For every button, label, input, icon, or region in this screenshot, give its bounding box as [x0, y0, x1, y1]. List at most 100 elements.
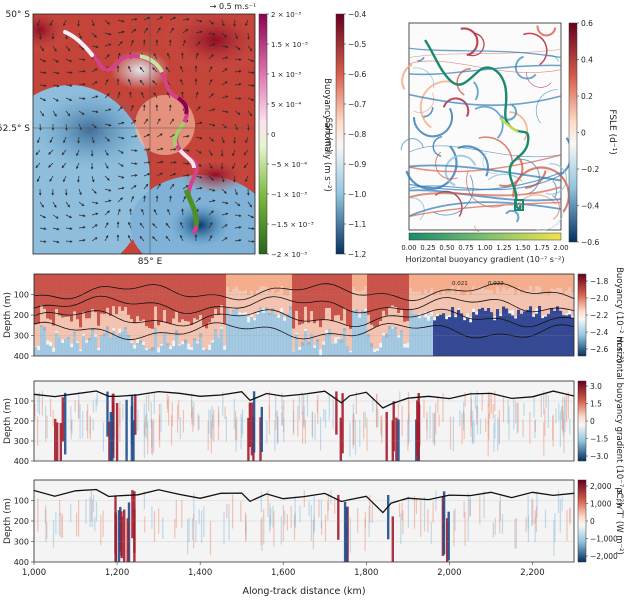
velocity-arrow: [180, 235, 184, 242]
velocity-arrow: [234, 32, 238, 39]
velocity-arrow: [169, 184, 175, 190]
fsle-streak: [408, 189, 562, 202]
fsle-streak: [499, 154, 524, 187]
velocity-arrow: [139, 67, 145, 73]
velocity-arrow: [181, 92, 184, 99]
buoyancy-section-colorbar: [577, 273, 587, 357]
velocity-arrow: [208, 200, 215, 203]
velocity-arrow: [39, 227, 46, 230]
buoyancy-anomaly-colorbar-label: Buoyancy anomaly (m s⁻²): [322, 78, 332, 192]
colorbar-tick-label: −1.1: [348, 220, 366, 229]
velocity-arrow: [117, 41, 123, 47]
velocity-arrow: [169, 161, 176, 164]
velocity-arrow: [182, 208, 184, 216]
buoyancy-contour: [34, 308, 574, 328]
velocity-arrow: [143, 134, 150, 138]
velocity-arrow: [208, 79, 213, 86]
fsle-map-panel: 0.00 0.25 0.50 0.75 1.00 1.25 1.50 1.75 2.00 Hor…: [400, 19, 617, 264]
velocity-arrow: [221, 188, 227, 194]
colorbar-tick-label: 1,000: [590, 500, 612, 509]
colorbar-tick-label: 0.6: [581, 19, 593, 28]
colorbar-tick-label: 0: [581, 129, 586, 138]
fsle-streak: [408, 93, 562, 107]
velocity-arrow: [52, 110, 57, 117]
velocity-vectors: [35, 16, 255, 244]
velocity-arrow: [182, 40, 186, 47]
velocity-arrow: [61, 149, 67, 155]
horizontal-gradient-colorbar-label: Horizontal buoyancy gradient (10⁻⁷ s⁻²): [405, 255, 564, 264]
velocity-arrow: [117, 197, 123, 203]
gradient-section-yticks: 100 200 300 400: [14, 397, 574, 466]
velocity-arrow: [182, 29, 188, 34]
velocity-arrow: [91, 136, 95, 143]
colorbar-tick-label: 1.00: [477, 244, 492, 252]
velocity-arrow: [165, 67, 171, 73]
velocity-arrow: [195, 187, 202, 190]
velocity-arrow: [130, 40, 134, 47]
velocity-arrow: [156, 183, 161, 190]
velocity-arrow: [35, 149, 41, 155]
colorbar-tick-label: 0.50: [439, 244, 454, 252]
velocity-arrow: [39, 71, 46, 74]
velocity-arrow: [39, 201, 44, 208]
velocity-arrow: [143, 173, 150, 177]
heatflux-section-yticks: 100 200 300 400: [14, 497, 574, 567]
velocity-arrow: [234, 19, 236, 27]
velocity-arrow: [156, 27, 161, 34]
velocity-arrow: [195, 149, 202, 154]
velocity-arrow: [117, 19, 124, 22]
velocity-arrow: [182, 149, 189, 152]
velocity-arrow: [117, 92, 121, 99]
velocity-arrow: [247, 97, 254, 101]
velocity-arrow: [208, 162, 213, 169]
velocity-arrow: [52, 201, 57, 208]
velocity-arrow: [143, 17, 150, 21]
velocity-arrow: [130, 135, 137, 138]
fsle-streak: [408, 60, 562, 73]
velocity-arrow: [117, 209, 121, 216]
velocity-arrow: [152, 236, 158, 242]
velocity-arrow: [104, 43, 111, 47]
velocity-arrow: [104, 210, 110, 216]
velocity-arrow: [128, 66, 132, 73]
velocity-arrow: [208, 175, 214, 181]
ssh-colorbar: [335, 13, 345, 255]
velocity-arrow: [195, 19, 202, 22]
fsle-streak: [408, 145, 562, 158]
heatflux-section-panel: 100 200 300 400 1,000 1,200 1,400 1,600 1,800 2,…: [3, 479, 624, 597]
velocity-arrow: [143, 27, 148, 34]
fsle-streak: [400, 138, 424, 151]
velocity-arrow: [247, 110, 253, 116]
velocity-arrow: [117, 122, 124, 125]
velocity-arrow: [104, 162, 109, 169]
heatflux-mixed-layer-line: [34, 488, 574, 514]
velocity-arrow: [247, 240, 255, 243]
buoyancy-section-ylabel: Depth (m): [3, 292, 13, 338]
colorbar-tick-label: 2.00: [553, 244, 568, 252]
velocity-arrow: [208, 235, 213, 242]
colorbar-tick-label: 3.0: [590, 382, 602, 391]
velocity-arrow: [65, 45, 71, 51]
velocity-arrow: [234, 83, 241, 86]
velocity-arrow: [61, 162, 67, 168]
velocity-arrow: [169, 173, 176, 177]
x-tick-label: 1,600: [271, 568, 295, 578]
velocity-arrow: [130, 162, 137, 165]
fsle-streak: [468, 32, 485, 57]
colorbar-tick-label: −1.5: [590, 435, 608, 444]
colorbar-tick-label: 0: [590, 517, 595, 526]
velocity-arrow: [182, 135, 189, 138]
velocity-arrow: [221, 56, 228, 60]
fsle-streak: [432, 174, 474, 216]
velocity-arrow: [233, 175, 236, 182]
heatflux-section-colorbar-ticks: 2,000 1,000 0 −1,000 −2,000: [586, 482, 618, 561]
y-tick-label: 200: [14, 311, 29, 320]
velocity-arrow: [52, 214, 59, 219]
velocity-arrow: [37, 136, 41, 143]
velocity-arrow: [104, 188, 111, 192]
velocity-arrow: [243, 162, 249, 168]
fsle-streak: [410, 197, 425, 221]
velocity-arrow: [130, 105, 134, 112]
colorbar-tick-label: −1.8: [590, 277, 608, 286]
fsle-streak: [466, 170, 504, 208]
